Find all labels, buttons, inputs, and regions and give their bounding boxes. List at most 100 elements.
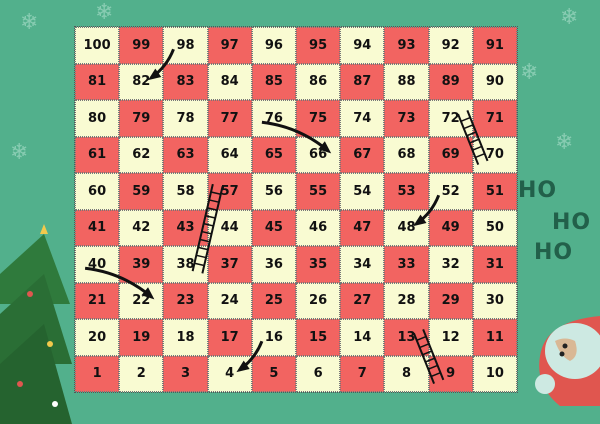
board-cell: 13 [384, 319, 429, 356]
board-cell: 32 [428, 246, 473, 283]
board-cell: 36 [251, 246, 296, 283]
board-cell: 10 [472, 355, 517, 392]
board-cell: 85 [251, 63, 296, 100]
board-cell: 68 [384, 136, 429, 173]
board-cell: 90 [472, 63, 517, 100]
board-cell: 67 [340, 136, 385, 173]
board-cell: 51 [472, 173, 517, 210]
board-cell: 42 [119, 209, 164, 246]
board-cell: 52 [428, 173, 473, 210]
board-cell: 100 [75, 27, 120, 64]
board-cell: 53 [384, 173, 429, 210]
christmas-tree-icon [0, 224, 72, 424]
board-cell: 50 [472, 209, 517, 246]
board-cell: 18 [163, 319, 208, 356]
snowflake-icon: ❄ [10, 140, 29, 165]
board-cell: 11 [472, 319, 517, 356]
board-cell: 97 [207, 27, 252, 64]
board-cell: 55 [296, 173, 341, 210]
board-cell: 6 [296, 355, 341, 392]
board-cell: 79 [119, 100, 164, 137]
board-cell: 4 [207, 355, 252, 392]
snowflake-icon: ❄ [555, 130, 574, 155]
board-cell: 56 [251, 173, 296, 210]
board-cell: 38 [163, 246, 208, 283]
board-cell: 39 [119, 246, 164, 283]
santa-icon [535, 316, 600, 406]
board-cell: 41 [75, 209, 120, 246]
board-cell: 73 [384, 100, 429, 137]
board-cell: 26 [296, 282, 341, 319]
board-cell: 28 [384, 282, 429, 319]
board-cell: 16 [251, 319, 296, 356]
board-cell: 33 [384, 246, 429, 283]
board-cell: 9 [428, 355, 473, 392]
board-cell: 77 [207, 100, 252, 137]
board-cell: 59 [119, 173, 164, 210]
board-cell: 89 [428, 63, 473, 100]
board-cell: 2 [119, 355, 164, 392]
board-cell: 44 [207, 209, 252, 246]
board-cell: 83 [163, 63, 208, 100]
board-cell: 30 [472, 282, 517, 319]
board-cell: 21 [75, 282, 120, 319]
board-cell: 61 [75, 136, 120, 173]
board-cell: 24 [207, 282, 252, 319]
board-cell: 98 [163, 27, 208, 64]
board-cell: 80 [75, 100, 120, 137]
board-cell: 87 [340, 63, 385, 100]
board-cell: 64 [207, 136, 252, 173]
board-cell: 15 [296, 319, 341, 356]
board-cell: 86 [296, 63, 341, 100]
board-cell: 57 [207, 173, 252, 210]
board-cell: 71 [472, 100, 517, 137]
board-cell: 69 [428, 136, 473, 173]
board-cell: 17 [207, 319, 252, 356]
snowflake-icon: ❄ [20, 10, 39, 35]
board-cell: 72 [428, 100, 473, 137]
board-cell: 54 [340, 173, 385, 210]
board-cell: 37 [207, 246, 252, 283]
board-cell: 65 [251, 136, 296, 173]
board-cell: 12 [428, 319, 473, 356]
snowflake-icon: ❄ [560, 5, 579, 30]
board-cell: 58 [163, 173, 208, 210]
board-cell: 66 [296, 136, 341, 173]
board-cell: 40 [75, 246, 120, 283]
board-cell: 74 [340, 100, 385, 137]
board-cell: 43 [163, 209, 208, 246]
board-cell: 14 [340, 319, 385, 356]
snowflake-icon: ❄ [95, 0, 114, 25]
board-cell: 23 [163, 282, 208, 319]
board-cell: 75 [296, 100, 341, 137]
board-cell: 27 [340, 282, 385, 319]
board-cell: 49 [428, 209, 473, 246]
ho-text: HO [534, 240, 574, 265]
board-cell: 7 [340, 355, 385, 392]
board-cell: 48 [384, 209, 429, 246]
game-board: 100 99 98 97 96 95 94 93 92 91 81 82 83 84 85 86 87 88 89 9… [74, 26, 518, 393]
board-cell: 29 [428, 282, 473, 319]
board-cell: 63 [163, 136, 208, 173]
board-cell: 70 [472, 136, 517, 173]
board-cell: 47 [340, 209, 385, 246]
board-cell: 81 [75, 63, 120, 100]
board-cell: 5 [251, 355, 296, 392]
board-cell: 99 [119, 27, 164, 64]
board-cell: 93 [384, 27, 429, 64]
board-cell: 88 [384, 63, 429, 100]
board-cell: 84 [207, 63, 252, 100]
board-cell: 3 [163, 355, 208, 392]
board-cell: 25 [251, 282, 296, 319]
board-cell: 45 [251, 209, 296, 246]
board-cell: 94 [340, 27, 385, 64]
board-cell: 34 [340, 246, 385, 283]
board-cell: 46 [296, 209, 341, 246]
board-cell: 19 [119, 319, 164, 356]
board-cell: 78 [163, 100, 208, 137]
board-cell: 92 [428, 27, 473, 64]
board-cell: 31 [472, 246, 517, 283]
board-cell: 20 [75, 319, 120, 356]
snowflake-icon: ❄ [520, 60, 539, 85]
ho-text: HO [552, 210, 592, 235]
